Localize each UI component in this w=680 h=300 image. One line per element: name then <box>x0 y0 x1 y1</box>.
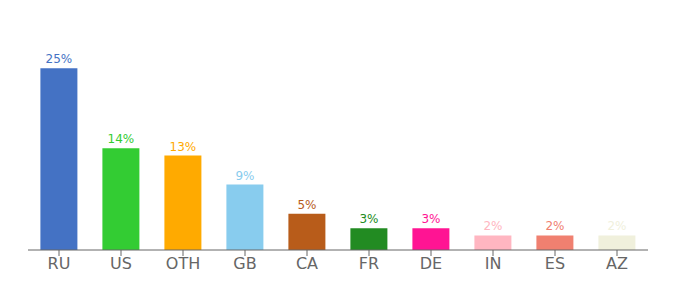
svg-text:2%: 2% <box>607 219 626 233</box>
svg-text:2%: 2% <box>545 219 564 233</box>
svg-text:CA: CA <box>296 254 318 273</box>
svg-text:FR: FR <box>359 254 379 273</box>
svg-text:GB: GB <box>233 254 256 273</box>
svg-text:25%: 25% <box>46 52 73 66</box>
svg-text:2%: 2% <box>483 219 502 233</box>
svg-text:AZ: AZ <box>606 254 628 273</box>
svg-text:14%: 14% <box>108 132 135 146</box>
svg-text:ES: ES <box>545 254 565 273</box>
svg-text:RU: RU <box>48 254 71 273</box>
svg-text:OTH: OTH <box>166 254 200 273</box>
svg-text:IN: IN <box>485 254 502 273</box>
svg-text:3%: 3% <box>421 212 440 226</box>
svg-text:US: US <box>110 254 132 273</box>
svg-text:13%: 13% <box>170 140 197 154</box>
svg-text:3%: 3% <box>359 212 378 226</box>
svg-text:9%: 9% <box>235 169 254 183</box>
svg-text:5%: 5% <box>297 198 316 212</box>
svg-text:DE: DE <box>420 254 442 273</box>
